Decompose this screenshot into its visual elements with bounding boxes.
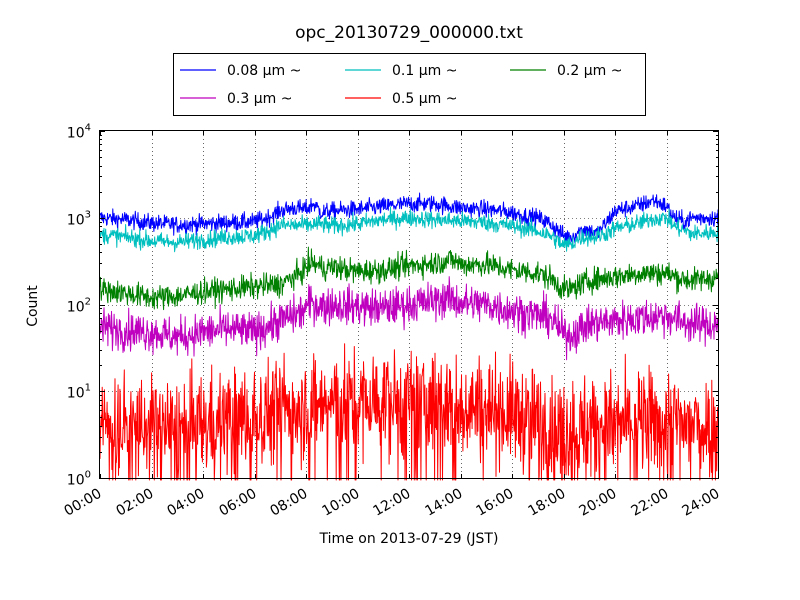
series-line-0 (99, 192, 719, 245)
chart-title: opc_20130729_000000.txt (295, 23, 523, 43)
series-layer (99, 192, 719, 481)
x-axis-label: Time on 2013-07-29 (JST) (319, 531, 499, 547)
y-tick-label: 101 (67, 383, 91, 402)
legend-label-4: 0.5 μm ~ (392, 91, 457, 107)
legend-frame (173, 53, 646, 116)
y-tick-label: 103 (67, 210, 91, 229)
axis-ticks (100, 131, 719, 479)
series-line-4 (99, 343, 719, 481)
y-tick-label: 104 (67, 123, 91, 142)
legend-label-3: 0.3 μm ~ (227, 91, 292, 107)
series-line-2 (99, 246, 719, 311)
y-tick-label: 102 (67, 297, 91, 316)
legend-label-2: 0.2 μm ~ (557, 63, 622, 79)
y-tick-labels: 100 101 102 103 104 (67, 123, 91, 489)
series-line-1 (99, 206, 719, 253)
legend-label-0: 0.08 μm ~ (227, 63, 301, 79)
legend: 0.08 μm ~ 0.1 μm ~ 0.2 μm ~ 0.3 μm ~ 0.5 μm … (173, 53, 646, 116)
y-tick-label: 100 (67, 470, 91, 489)
y-axis-label: Count (25, 285, 41, 327)
plot-area-frame (99, 130, 719, 479)
series-line-3 (99, 276, 719, 361)
legend-label-1: 0.1 μm ~ (392, 63, 457, 79)
